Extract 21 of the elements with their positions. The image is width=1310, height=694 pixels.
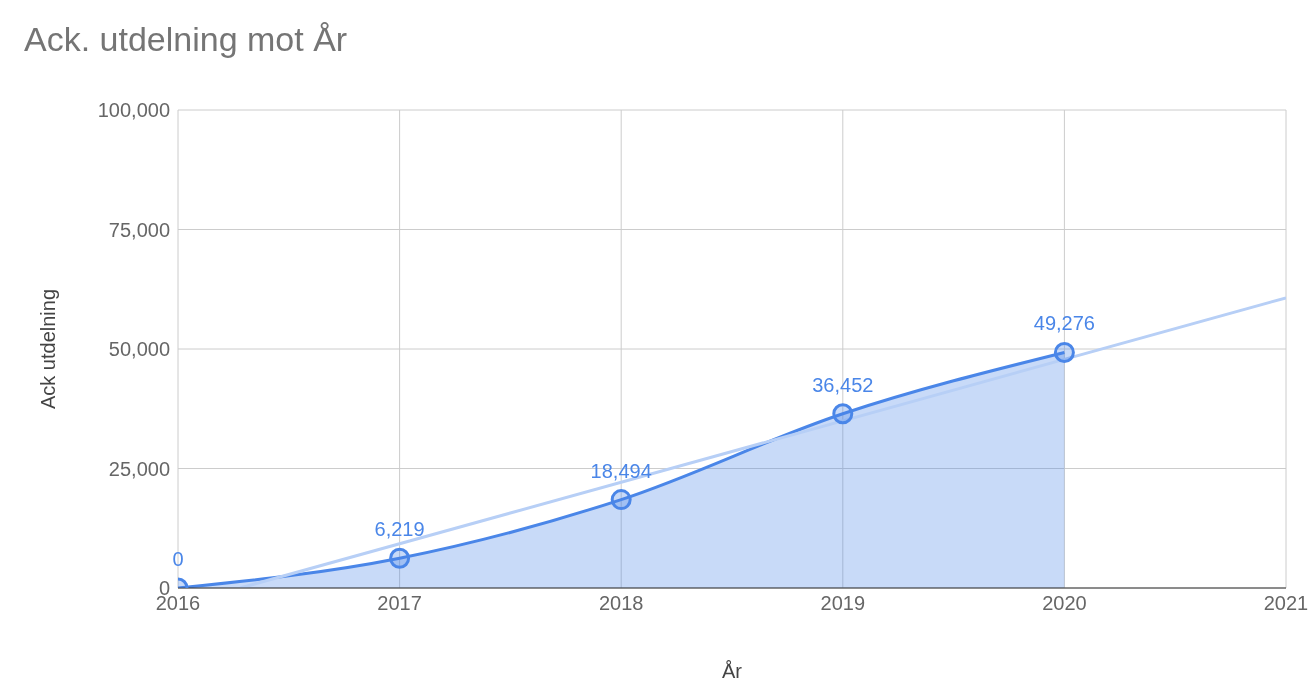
y-tick-label: 100,000 [97, 99, 170, 122]
x-axis-title: År [722, 660, 743, 682]
x-tick-label: 2019 [820, 592, 866, 615]
y-tick-label: 50,000 [108, 338, 170, 361]
data-label: 36,452 [812, 373, 874, 396]
chart-title: Ack. utdelning mot År [24, 20, 348, 59]
x-tick-label: 2020 [1042, 592, 1087, 615]
data-label: 0 [172, 548, 184, 570]
point [389, 547, 411, 569]
point [1053, 341, 1075, 363]
y-tick-label: 25,000 [108, 457, 170, 480]
point [832, 403, 854, 425]
x-tick-label: 2021 [1263, 592, 1309, 615]
y-axis-title: Ack utdelning [37, 288, 60, 410]
data-label: 49,276 [1033, 312, 1095, 335]
data-label: 18,494 [590, 459, 652, 482]
y-tick-label: 75,000 [108, 218, 170, 241]
x-tick-label: 2018 [598, 592, 644, 615]
data-label: 6,219 [374, 518, 425, 541]
x-tick-label: 2017 [377, 592, 422, 615]
point [610, 489, 632, 511]
